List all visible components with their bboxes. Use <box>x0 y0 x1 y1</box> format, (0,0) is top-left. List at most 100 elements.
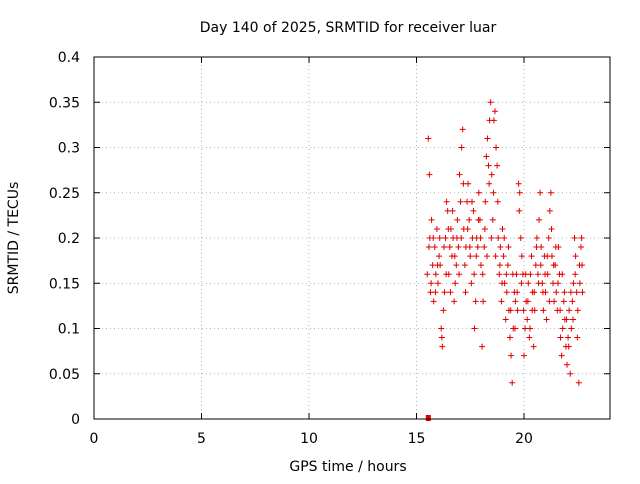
data-point <box>508 352 515 359</box>
data-point <box>481 244 488 251</box>
data-point <box>567 370 574 377</box>
data-point <box>470 207 477 214</box>
data-point <box>566 307 573 314</box>
data-point <box>515 180 522 187</box>
y-tick-label: 0.15 <box>49 276 80 292</box>
data-point <box>479 343 486 350</box>
data-point <box>445 225 452 232</box>
data-point <box>471 271 478 278</box>
data-point <box>560 298 567 305</box>
data-point <box>502 316 509 323</box>
data-point <box>537 262 544 269</box>
data-points <box>424 99 586 421</box>
data-point <box>547 189 554 196</box>
data-point <box>546 298 553 305</box>
data-point <box>483 153 490 160</box>
data-point <box>526 334 533 341</box>
data-point <box>529 307 536 314</box>
data-point <box>546 207 553 214</box>
data-point <box>442 235 449 241</box>
data-point <box>509 379 516 386</box>
data-point <box>498 298 505 305</box>
data-point <box>494 198 501 205</box>
data-point <box>491 108 498 115</box>
data-point <box>565 343 572 350</box>
data-point <box>540 307 547 314</box>
data-point <box>554 280 561 287</box>
data-point <box>524 298 531 305</box>
data-point <box>446 244 453 251</box>
data-point <box>489 216 496 223</box>
data-point <box>537 189 544 196</box>
data-point <box>481 225 488 232</box>
square-marker <box>425 415 431 421</box>
data-point <box>516 189 523 196</box>
data-point <box>548 225 555 232</box>
y-tick-label: 0.2 <box>58 231 80 247</box>
data-point <box>507 334 514 341</box>
data-point <box>428 280 435 287</box>
data-point <box>458 144 465 151</box>
data-point <box>525 280 532 287</box>
data-point <box>425 135 432 142</box>
data-point <box>428 216 435 223</box>
data-point <box>503 271 510 278</box>
data-point <box>475 216 482 223</box>
data-point <box>468 198 475 205</box>
data-point <box>436 253 443 260</box>
data-point <box>478 262 484 269</box>
data-point <box>536 216 543 223</box>
data-point <box>472 298 479 305</box>
data-point <box>475 189 482 196</box>
data-point <box>436 235 443 241</box>
data-point <box>572 253 579 260</box>
data-point <box>447 289 454 296</box>
data-point <box>456 171 463 178</box>
x-tick-label: 5 <box>197 431 206 447</box>
data-point <box>564 361 570 368</box>
data-point <box>496 262 503 269</box>
axis-ticks: 0 0.05 0.1 0.15 0.2 0.25 0.3 0.35 0.4 0 5 10 15 20 <box>49 50 610 447</box>
data-point <box>509 271 516 278</box>
data-point <box>497 244 504 251</box>
y-tick-label: 0.1 <box>58 322 80 338</box>
data-point <box>484 135 491 142</box>
data-point <box>522 271 529 278</box>
data-point <box>516 207 523 214</box>
data-point <box>507 307 514 314</box>
data-point <box>576 280 583 287</box>
y-tick-label: 0.05 <box>49 367 80 383</box>
data-point <box>454 216 461 223</box>
data-point <box>533 235 540 241</box>
data-point <box>552 244 559 251</box>
data-point <box>533 244 540 251</box>
data-point <box>570 316 577 323</box>
data-point <box>575 379 582 386</box>
data-point <box>438 325 445 332</box>
data-point <box>505 244 512 251</box>
data-point <box>451 253 458 260</box>
chart-title: Day 140 of 2025, SRMTID for receiver lua… <box>200 20 497 36</box>
data-point <box>518 280 525 287</box>
y-tick-label: 0 <box>71 412 80 428</box>
data-point <box>512 298 519 305</box>
data-point <box>432 271 439 278</box>
data-point <box>471 325 478 332</box>
data-point <box>455 244 462 251</box>
data-point <box>439 343 446 350</box>
data-point <box>452 280 459 287</box>
data-point <box>467 253 474 260</box>
y-tick-label: 0.3 <box>58 141 80 157</box>
data-point <box>573 289 580 296</box>
data-point <box>501 235 508 241</box>
data-point <box>565 334 572 341</box>
data-point <box>477 235 484 241</box>
data-point <box>499 225 506 232</box>
data-point <box>553 289 560 296</box>
data-point <box>569 298 576 305</box>
data-point <box>543 316 550 323</box>
data-point <box>424 271 431 278</box>
data-point <box>440 307 447 314</box>
data-point <box>480 298 487 305</box>
